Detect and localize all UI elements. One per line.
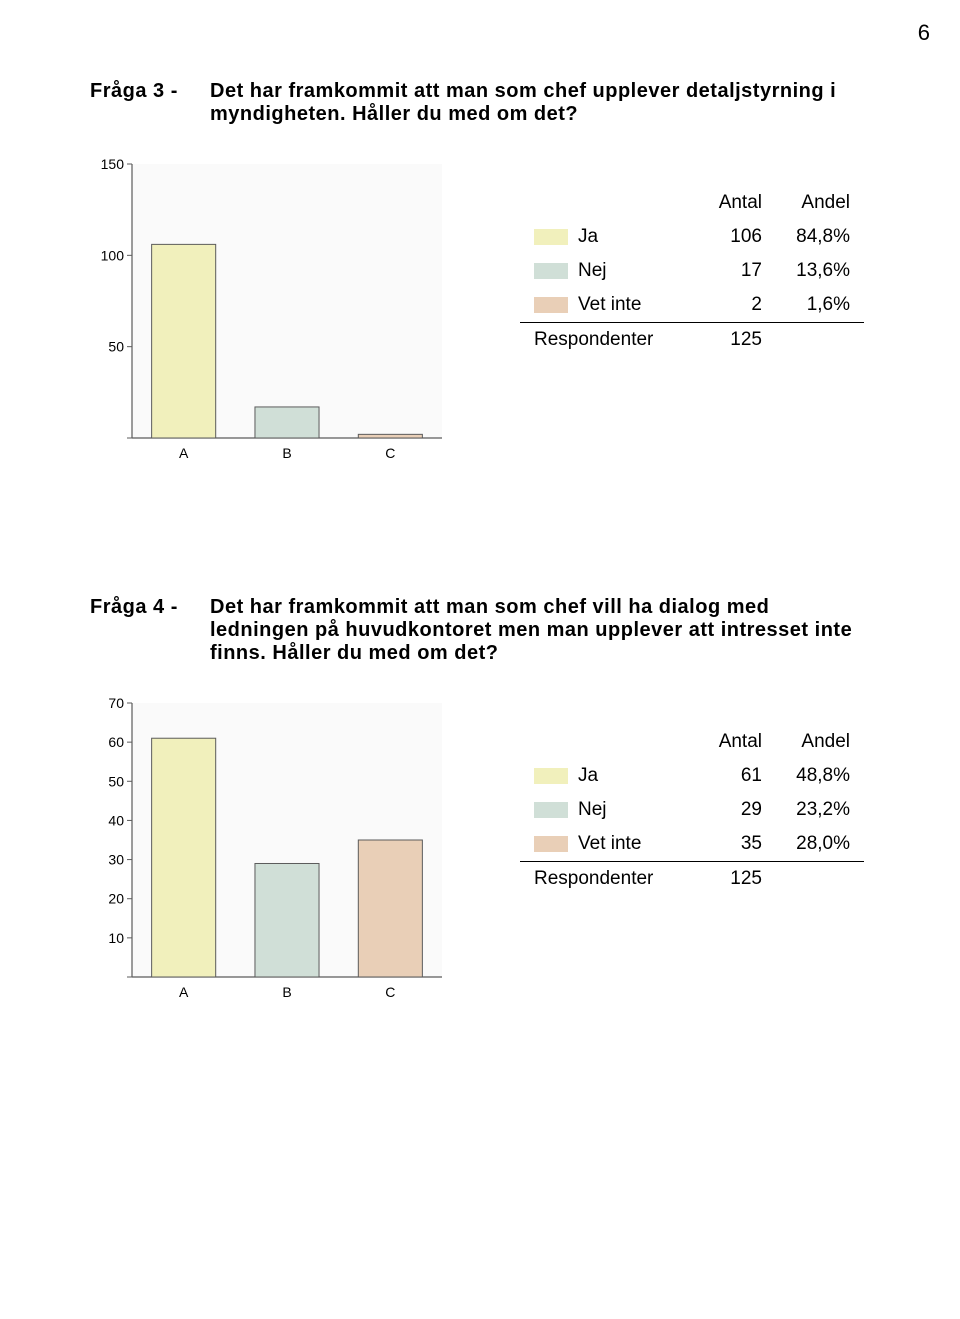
bar-chart: 50 100 150 A B C xyxy=(90,156,450,466)
svg-text:C: C xyxy=(385,984,395,1000)
col-andel: Andel xyxy=(776,186,864,220)
question-text: Det har framkommit att man som chef uppl… xyxy=(210,80,870,126)
andel-ja: 48,8% xyxy=(776,759,864,793)
svg-text:B: B xyxy=(282,445,291,461)
table-footer-row: Respondenter 125 xyxy=(520,323,864,358)
antal-ja: 61 xyxy=(688,759,776,793)
question-block-1: Fråga 3 - Det har framkommit att man som… xyxy=(90,80,870,466)
table-header-row: Antal Andel xyxy=(520,186,864,220)
page-number: 6 xyxy=(918,20,930,46)
label-nej: Nej xyxy=(578,260,607,281)
col-andel: Andel xyxy=(776,725,864,759)
footer-label: Respondenter xyxy=(520,323,688,358)
label-ja: Ja xyxy=(578,226,598,247)
question-prefix: Fråga 3 - xyxy=(90,80,210,103)
question-heading: Fråga 4 - Det har framkommit att man som… xyxy=(90,596,870,665)
swatch-vet-inte xyxy=(534,297,568,313)
table-row: Ja 106 84,8% xyxy=(520,220,864,254)
swatch-ja xyxy=(534,768,568,784)
svg-text:150: 150 xyxy=(101,156,125,172)
question-block-2: Fråga 4 - Det har framkommit att man som… xyxy=(90,596,870,1005)
question-prefix: Fråga 4 - xyxy=(90,596,210,619)
svg-text:30: 30 xyxy=(108,852,124,868)
question-heading: Fråga 3 - Det har framkommit att man som… xyxy=(90,80,870,126)
svg-text:B: B xyxy=(282,984,291,1000)
table-row: Vet inte 35 28,0% xyxy=(520,827,864,862)
table-2: Antal Andel Ja 61 48,8% Nej 29 23,2% V xyxy=(520,725,864,896)
page: 6 Fråga 3 - Det har framkommit att man s… xyxy=(0,0,960,1319)
svg-text:A: A xyxy=(179,445,189,461)
table-row: Nej 17 13,6% xyxy=(520,254,864,288)
content-row: 50 100 150 A B C Antal Andel Ja 106 84,8% xyxy=(90,156,870,466)
label-vet-inte: Vet inte xyxy=(578,833,641,854)
table-row: Ja 61 48,8% xyxy=(520,759,864,793)
andel-ja: 84,8% xyxy=(776,220,864,254)
svg-text:C: C xyxy=(385,445,395,461)
data-table: Antal Andel Ja 106 84,8% Nej 17 13,6% xyxy=(520,186,864,357)
antal-vet-inte: 35 xyxy=(688,827,776,862)
svg-text:20: 20 xyxy=(108,891,124,907)
content-row: 10 20 30 40 50 60 70 A B C Antal Andel Ja 61 48,8… xyxy=(90,695,870,1005)
col-antal: Antal xyxy=(688,186,776,220)
swatch-nej xyxy=(534,802,568,818)
andel-nej: 13,6% xyxy=(776,254,864,288)
svg-text:A: A xyxy=(179,984,189,1000)
table-1: Antal Andel Ja 106 84,8% Nej 17 13,6% xyxy=(520,186,864,357)
antal-nej: 29 xyxy=(688,793,776,827)
swatch-nej xyxy=(534,263,568,279)
svg-text:70: 70 xyxy=(108,695,124,711)
table-footer-row: Respondenter 125 xyxy=(520,862,864,897)
footer-value: 125 xyxy=(688,323,776,358)
data-table: Antal Andel Ja 61 48,8% Nej 29 23,2% V xyxy=(520,725,864,896)
swatch-ja xyxy=(534,229,568,245)
svg-text:100: 100 xyxy=(101,247,125,263)
svg-text:50: 50 xyxy=(108,773,124,789)
footer-label: Respondenter xyxy=(520,862,688,897)
table-row: Vet inte 2 1,6% xyxy=(520,288,864,323)
swatch-vet-inte xyxy=(534,836,568,852)
footer-value: 125 xyxy=(688,862,776,897)
antal-vet-inte: 2 xyxy=(688,288,776,323)
andel-nej: 23,2% xyxy=(776,793,864,827)
col-antal: Antal xyxy=(688,725,776,759)
question-text: Det har framkommit att man som chef vill… xyxy=(210,596,870,665)
andel-vet-inte: 28,0% xyxy=(776,827,864,862)
svg-text:10: 10 xyxy=(108,930,124,946)
svg-text:40: 40 xyxy=(108,812,124,828)
svg-text:60: 60 xyxy=(108,734,124,750)
chart-2: 10 20 30 40 50 60 70 A B C xyxy=(90,695,450,1005)
antal-nej: 17 xyxy=(688,254,776,288)
table-row: Nej 29 23,2% xyxy=(520,793,864,827)
antal-ja: 106 xyxy=(688,220,776,254)
table-header-row: Antal Andel xyxy=(520,725,864,759)
svg-text:50: 50 xyxy=(108,339,124,355)
label-ja: Ja xyxy=(578,765,598,786)
chart-1: 50 100 150 A B C xyxy=(90,156,450,466)
bar-chart: 10 20 30 40 50 60 70 A B C xyxy=(90,695,450,1005)
label-nej: Nej xyxy=(578,799,607,820)
andel-vet-inte: 1,6% xyxy=(776,288,864,323)
label-vet-inte: Vet inte xyxy=(578,294,641,315)
